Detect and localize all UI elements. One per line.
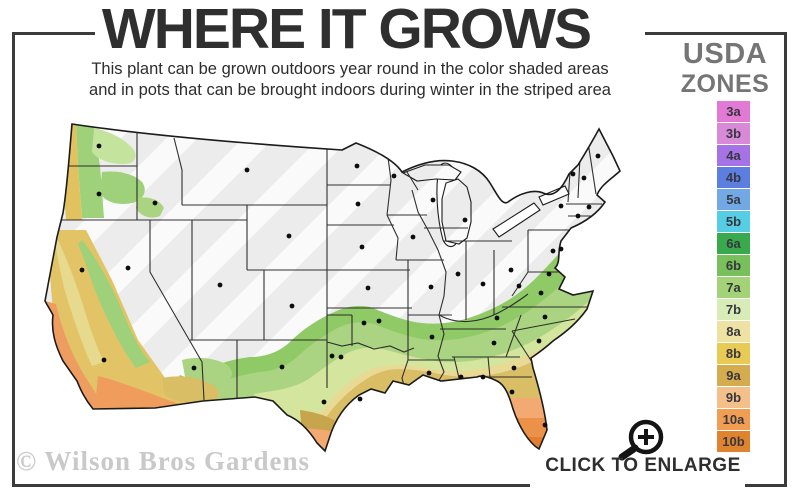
zone-chip-4a: 4a (717, 145, 750, 166)
zone-chip-7a: 7a (717, 277, 750, 298)
frame-bottom-left-segment (12, 484, 530, 487)
zone-chip-7b: 7b (717, 299, 750, 320)
click-to-enlarge-label[interactable]: CLICK TO ENLARGE (545, 455, 741, 476)
zone-chip-6b: 6b (717, 255, 750, 276)
zone-chip-10a: 10a (717, 409, 750, 430)
map-fills (45, 124, 620, 451)
frame-bottom-right-segment (745, 484, 787, 487)
frame-top-right-segment (645, 32, 787, 35)
subtitle-line1: This plant can be grown outdoors year ro… (91, 60, 609, 78)
frame-top-left-segment (12, 32, 95, 35)
legend-title-usda: USDA (682, 38, 768, 70)
subtitle: This plant can be grown outdoors year ro… (40, 59, 660, 100)
zone-chip-6a: 6a (717, 233, 750, 254)
zone-chip-3b: 3b (717, 123, 750, 144)
magnifier-plus-icon[interactable] (608, 412, 664, 462)
legend-title: USDA ZONES (660, 40, 790, 97)
zone-chip-9a: 9a (717, 365, 750, 386)
subtitle-line2: and in pots that can be brought indoors … (89, 80, 611, 99)
zone-chip-3a: 3a (717, 101, 750, 122)
zone-chip-5a: 5a (717, 189, 750, 210)
zone-chip-9b: 9b (717, 387, 750, 408)
usda-zone-map[interactable] (42, 110, 662, 460)
zone-chip-4b: 4b (717, 167, 750, 188)
zone-chip-10b: 10b (717, 431, 750, 452)
frame-left-edge (12, 32, 15, 487)
zone-chip-8b: 8b (717, 343, 750, 364)
state-borders (50, 128, 602, 401)
legend-title-zones: ZONES (680, 70, 770, 98)
zone-chip-8a: 8a (717, 321, 750, 342)
page-title: WHERE IT GROWS (101, 0, 592, 61)
frame-right-edge (784, 32, 787, 487)
city-dots (79, 143, 601, 428)
zone-chip-5b: 5b (717, 211, 750, 232)
us-outline (44, 123, 621, 453)
usda-zone-legend: 3a 3b 4a 4b 5a 5b 6a 6b 7a 7b 8a 8b 9a 9… (717, 101, 750, 453)
watermark: © Wilson Bros Gardens (16, 446, 310, 476)
